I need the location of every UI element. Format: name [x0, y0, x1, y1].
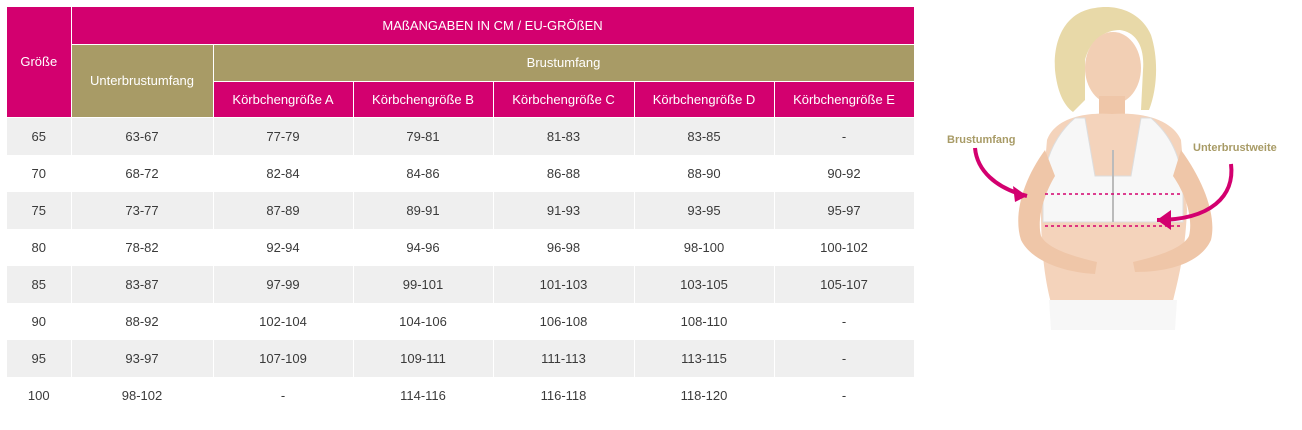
header-cup-c: Körbchengröße C	[493, 81, 635, 117]
underbust-label: Unterbrustweite	[1193, 142, 1277, 154]
hair-shape	[1054, 7, 1157, 112]
table-cell: 102-104	[213, 302, 354, 340]
underbust-arrow-head	[1157, 210, 1171, 230]
table-cell: 98-102	[71, 376, 214, 414]
table-cell: 106-108	[493, 302, 635, 340]
table-row: 65 63-67 77-79 79-81 81-83 83-85-	[7, 117, 915, 155]
table-cell: 93-95	[634, 191, 775, 229]
table-cell: 101-103	[493, 265, 635, 303]
table-row: 85 83-87 97-99 99-101 101-103 103-105 105-107	[7, 265, 915, 303]
header-cup-a: Körbchengröße A	[213, 81, 354, 117]
table-cell: 90-92	[774, 154, 915, 192]
table-cell: 113-115	[634, 339, 775, 377]
table-cell: 114-116	[353, 376, 494, 414]
face-shape	[1085, 32, 1141, 104]
table-cell: -	[774, 339, 915, 377]
header-underbust: Unterbrustumfang	[71, 44, 214, 117]
header-cup-e: Körbchengröße E	[774, 81, 915, 117]
table-row: 90 88-92 102-104 104-106 106-108 108-110-	[7, 302, 915, 340]
table-body: 65 63-67 77-79 79-81 81-83 83-85-70 68-72 82-84…	[7, 117, 915, 414]
table-cell: 95	[7, 339, 72, 377]
table-cell: 83-87	[71, 265, 214, 303]
table-cell: 78-82	[71, 228, 214, 266]
table-row: 75 73-77 87-89 89-91 91-93 93-95 95-97	[7, 191, 915, 229]
table-cell: 68-72	[71, 154, 214, 192]
table-cell: 75	[7, 191, 72, 229]
table-cell: 88-92	[71, 302, 214, 340]
table-cell: -	[774, 117, 915, 155]
table-cell: 94-96	[353, 228, 494, 266]
table-cell: 79-81	[353, 117, 494, 155]
table-cell: 82-84	[213, 154, 354, 192]
table-cell: 97-99	[213, 265, 354, 303]
table-cell: 63-67	[71, 117, 214, 155]
table-row: 95 93-97 107-109 109-111 111-113 113-115-	[7, 339, 915, 377]
table-cell: 65	[7, 117, 72, 155]
table-row: 70 68-72 82-84 84-86 86-88 88-90 90-92	[7, 154, 915, 192]
model-illustration	[973, 7, 1234, 330]
table-cell: 105-107	[774, 265, 915, 303]
table-cell: 70	[7, 154, 72, 192]
table-cell: 99-101	[353, 265, 494, 303]
table-cell: 96-98	[493, 228, 635, 266]
table-row: 80 78-82 92-94 94-96 96-98 98-100 100-102	[7, 228, 915, 266]
table-cell: 104-106	[353, 302, 494, 340]
table-cell: 81-83	[493, 117, 635, 155]
table-cell: 108-110	[634, 302, 775, 340]
table-cell: 85	[7, 265, 72, 303]
table-cell: 95-97	[774, 191, 915, 229]
table-cell: 77-79	[213, 117, 354, 155]
header-bust: Brustumfang	[213, 44, 915, 82]
right-arm-shape	[1133, 150, 1213, 272]
table-cell: 118-120	[634, 376, 775, 414]
table-cell: 88-90	[634, 154, 775, 192]
header-cup-b: Körbchengröße B	[353, 81, 494, 117]
header-title: MAßANGABEN IN CM / EU-GRÖßEN	[71, 7, 915, 45]
table-cell: 98-100	[634, 228, 775, 266]
table-cell: 90	[7, 302, 72, 340]
table-cell: 100	[7, 376, 72, 414]
table-cell: 87-89	[213, 191, 354, 229]
table-cell: 86-88	[493, 154, 635, 192]
table-cell: 100-102	[774, 228, 915, 266]
table-cell: 89-91	[353, 191, 494, 229]
table-cell: 116-118	[493, 376, 635, 414]
table-cell: 80	[7, 228, 72, 266]
table-cell: 92-94	[213, 228, 354, 266]
table-cell: 83-85	[634, 117, 775, 155]
table-cell: 91-93	[493, 191, 635, 229]
table-cell: 107-109	[213, 339, 354, 377]
table-row: 100 98-102-114-116 116-118 118-120-	[7, 376, 915, 414]
table-cell: -	[774, 376, 915, 414]
table-cell: 111-113	[493, 339, 635, 377]
bust-label: Brustumfang	[947, 134, 1016, 146]
table-cell: 109-111	[353, 339, 494, 377]
table-cell: 84-86	[353, 154, 494, 192]
size-chart-table: Größe MAßANGABEN IN CM / EU-GRÖßEN Unter…	[7, 7, 915, 414]
table-cell: 73-77	[71, 191, 214, 229]
header-cup-d: Körbchengröße D	[634, 81, 775, 117]
header-size: Größe	[7, 7, 72, 117]
table-cell: 103-105	[634, 265, 775, 303]
table-cell: 93-97	[71, 339, 214, 377]
bust-arrow	[973, 147, 1028, 198]
table-cell: -	[213, 376, 354, 414]
briefs-shape	[1049, 300, 1177, 330]
underbust-arrow	[1156, 163, 1234, 222]
left-arm-shape	[1018, 150, 1097, 274]
table-cell: -	[774, 302, 915, 340]
bust-arrow-head	[1013, 186, 1027, 202]
